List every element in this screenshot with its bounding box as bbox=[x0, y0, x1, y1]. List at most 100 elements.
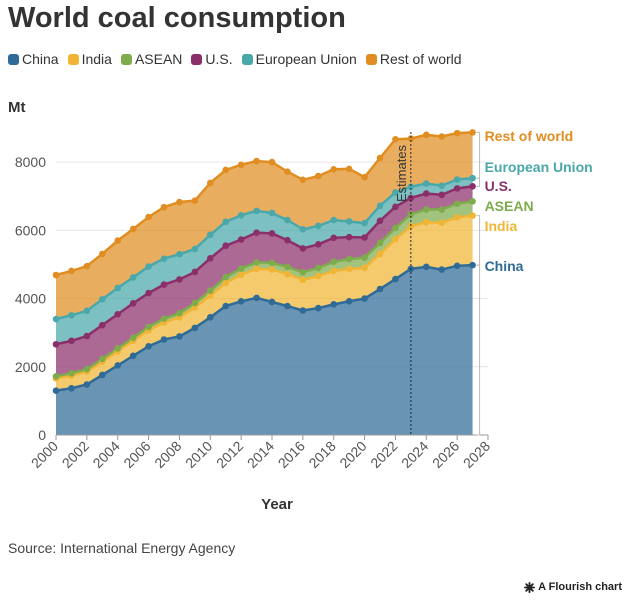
point-european-union-2026[interactable] bbox=[453, 176, 461, 183]
point-asean-2004[interactable] bbox=[114, 345, 122, 352]
point-india-2013[interactable] bbox=[253, 265, 260, 273]
legend-item-asean[interactable]: ASEAN bbox=[120, 51, 182, 67]
point-rest-of-world-2018[interactable] bbox=[330, 165, 338, 173]
point-china-2000[interactable] bbox=[52, 387, 60, 394]
point-asean-2022[interactable] bbox=[392, 224, 399, 232]
point-european-union-2016[interactable] bbox=[299, 226, 307, 233]
point-european-union-2007[interactable] bbox=[160, 255, 168, 262]
point-u-s-2025[interactable] bbox=[438, 191, 446, 199]
point-asean-2015[interactable] bbox=[284, 263, 291, 271]
point-european-union-2013[interactable] bbox=[253, 207, 260, 215]
point-china-2021[interactable] bbox=[376, 285, 384, 293]
point-u-s-2002[interactable] bbox=[83, 332, 91, 340]
point-european-union-2021[interactable] bbox=[376, 202, 384, 210]
point-rest-of-world-2004[interactable] bbox=[114, 237, 122, 244]
point-asean-2011[interactable] bbox=[222, 273, 230, 281]
point-india-2016[interactable] bbox=[299, 276, 307, 284]
point-china-2004[interactable] bbox=[114, 362, 122, 369]
point-u-s-2001[interactable] bbox=[68, 337, 75, 345]
point-asean-2018[interactable] bbox=[330, 258, 338, 266]
point-asean-2020[interactable] bbox=[361, 254, 368, 261]
point-china-2016[interactable] bbox=[299, 307, 307, 314]
point-china-2027[interactable] bbox=[469, 261, 476, 269]
point-india-2010[interactable] bbox=[206, 292, 214, 299]
point-rest-of-world-2008[interactable] bbox=[176, 198, 183, 206]
point-u-s-2017[interactable] bbox=[314, 241, 322, 248]
point-u-s-2009[interactable] bbox=[191, 268, 199, 276]
point-asean-2026[interactable] bbox=[453, 200, 461, 208]
point-asean-2007[interactable] bbox=[160, 315, 168, 322]
point-china-2009[interactable] bbox=[191, 324, 199, 332]
point-european-union-2005[interactable] bbox=[129, 274, 137, 281]
point-china-2019[interactable] bbox=[345, 297, 353, 305]
area-asean[interactable] bbox=[56, 201, 473, 379]
point-india-2022[interactable] bbox=[392, 235, 399, 243]
point-u-s-2006[interactable] bbox=[145, 289, 152, 297]
point-european-union-2003[interactable] bbox=[98, 295, 106, 303]
point-rest-of-world-2027[interactable] bbox=[469, 129, 476, 136]
point-rest-of-world-2023[interactable] bbox=[407, 135, 415, 142]
point-u-s-2022[interactable] bbox=[392, 203, 399, 211]
point-asean-2001[interactable] bbox=[68, 369, 75, 377]
point-china-2001[interactable] bbox=[68, 384, 75, 392]
point-rest-of-world-2007[interactable] bbox=[160, 203, 168, 211]
point-u-s-2020[interactable] bbox=[361, 234, 368, 241]
point-rest-of-world-2016[interactable] bbox=[299, 176, 307, 184]
point-rest-of-world-2026[interactable] bbox=[453, 129, 461, 137]
point-rest-of-world-2005[interactable] bbox=[129, 225, 137, 233]
point-china-2008[interactable] bbox=[176, 333, 183, 340]
area-rest-of-world[interactable] bbox=[56, 132, 473, 320]
point-india-2014[interactable] bbox=[268, 266, 276, 273]
point-china-2022[interactable] bbox=[392, 275, 399, 283]
point-china-2018[interactable] bbox=[330, 301, 338, 308]
point-rest-of-world-2009[interactable] bbox=[191, 197, 199, 204]
point-china-2015[interactable] bbox=[284, 302, 291, 310]
point-european-union-2014[interactable] bbox=[268, 209, 276, 217]
legend-item-rest-of-world[interactable]: Rest of world bbox=[365, 51, 462, 67]
point-china-2026[interactable] bbox=[453, 262, 461, 270]
point-rest-of-world-2003[interactable] bbox=[98, 250, 106, 258]
point-rest-of-world-2015[interactable] bbox=[284, 168, 291, 175]
point-european-union-2002[interactable] bbox=[83, 307, 91, 315]
legend-item-us[interactable]: U.S. bbox=[191, 51, 233, 67]
point-rest-of-world-2001[interactable] bbox=[68, 267, 75, 275]
point-rest-of-world-2012[interactable] bbox=[237, 161, 245, 169]
point-rest-of-world-2019[interactable] bbox=[345, 165, 353, 173]
point-u-s-2026[interactable] bbox=[453, 185, 461, 192]
point-india-2019[interactable] bbox=[345, 265, 353, 273]
point-asean-2013[interactable] bbox=[253, 259, 260, 266]
point-india-2020[interactable] bbox=[361, 264, 368, 272]
point-asean-2002[interactable] bbox=[83, 365, 91, 373]
point-china-2025[interactable] bbox=[438, 266, 446, 273]
point-asean-2021[interactable] bbox=[376, 239, 384, 247]
point-rest-of-world-2022[interactable] bbox=[392, 135, 399, 143]
point-rest-of-world-2006[interactable] bbox=[145, 213, 152, 221]
point-european-union-2024[interactable] bbox=[422, 180, 430, 187]
point-european-union-2008[interactable] bbox=[176, 250, 183, 258]
point-rest-of-world-2020[interactable] bbox=[361, 173, 368, 181]
point-u-s-2000[interactable] bbox=[52, 340, 60, 348]
point-china-2013[interactable] bbox=[253, 294, 260, 302]
point-china-2003[interactable] bbox=[98, 371, 106, 379]
point-u-s-2013[interactable] bbox=[253, 229, 260, 237]
point-european-union-2022[interactable] bbox=[392, 189, 399, 196]
point-asean-2009[interactable] bbox=[191, 299, 199, 307]
point-european-union-2000[interactable] bbox=[52, 315, 60, 323]
point-india-2023[interactable] bbox=[407, 222, 415, 230]
point-european-union-2020[interactable] bbox=[361, 219, 368, 227]
point-china-2024[interactable] bbox=[422, 263, 430, 271]
point-india-2015[interactable] bbox=[284, 270, 291, 278]
flourish-credit[interactable]: A Flourish chart bbox=[524, 581, 622, 593]
point-india-2018[interactable] bbox=[330, 267, 338, 275]
point-rest-of-world-2010[interactable] bbox=[206, 179, 214, 187]
point-european-union-2006[interactable] bbox=[145, 263, 152, 270]
point-rest-of-world-2000[interactable] bbox=[52, 271, 60, 279]
point-china-2020[interactable] bbox=[361, 295, 368, 302]
point-european-union-2015[interactable] bbox=[284, 216, 291, 224]
point-asean-2006[interactable] bbox=[145, 323, 152, 331]
point-asean-2016[interactable] bbox=[299, 268, 307, 276]
point-rest-of-world-2025[interactable] bbox=[438, 133, 446, 140]
point-u-s-2016[interactable] bbox=[299, 245, 307, 252]
point-asean-2014[interactable] bbox=[268, 259, 276, 267]
point-china-2010[interactable] bbox=[206, 314, 214, 321]
